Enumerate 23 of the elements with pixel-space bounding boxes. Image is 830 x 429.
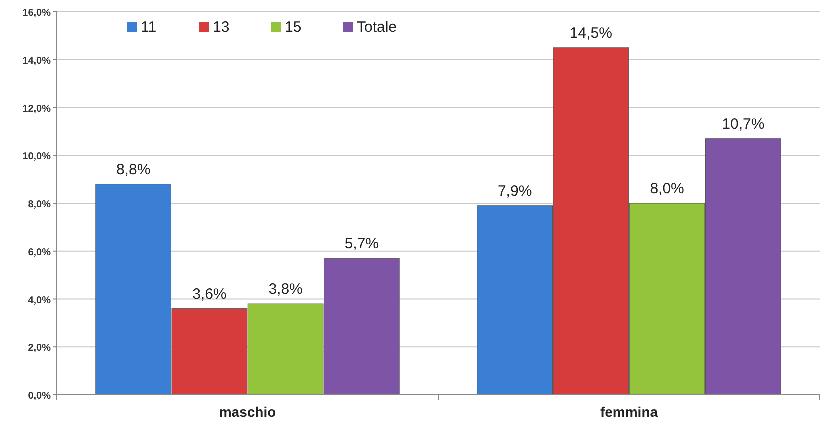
- data-label: 8,8%: [116, 161, 151, 178]
- data-label: 7,9%: [498, 182, 532, 200]
- data-label: 14,5%: [570, 24, 612, 42]
- x-tick-label: maschio: [219, 404, 276, 420]
- y-tick-label: 4,0%: [28, 295, 52, 306]
- legend-label: 11: [141, 19, 157, 36]
- x-tick-label: femmina: [600, 404, 658, 420]
- data-label: 3,6%: [192, 286, 227, 303]
- y-tick-label: 6,0%: [28, 247, 52, 258]
- data-label: 8,0%: [650, 180, 684, 198]
- legend-label: 13: [213, 19, 230, 36]
- data-label: 10,7%: [722, 116, 765, 133]
- y-tick-label: 0,0%: [28, 391, 52, 402]
- y-tick-label: 16,0%: [22, 8, 52, 19]
- legend-label: Totale: [357, 19, 398, 36]
- y-tick-label: 10,0%: [22, 152, 52, 163]
- y-tick-label: 8,0%: [28, 200, 52, 210]
- y-tick-label: 2,0%: [28, 343, 52, 354]
- legend-label: 15: [285, 19, 302, 36]
- y-tick-label: 14,0%: [22, 56, 52, 67]
- data-label: 5,7%: [344, 236, 380, 253]
- y-tick-label: 12,0%: [22, 104, 52, 115]
- data-label: 3,8%: [268, 281, 303, 298]
